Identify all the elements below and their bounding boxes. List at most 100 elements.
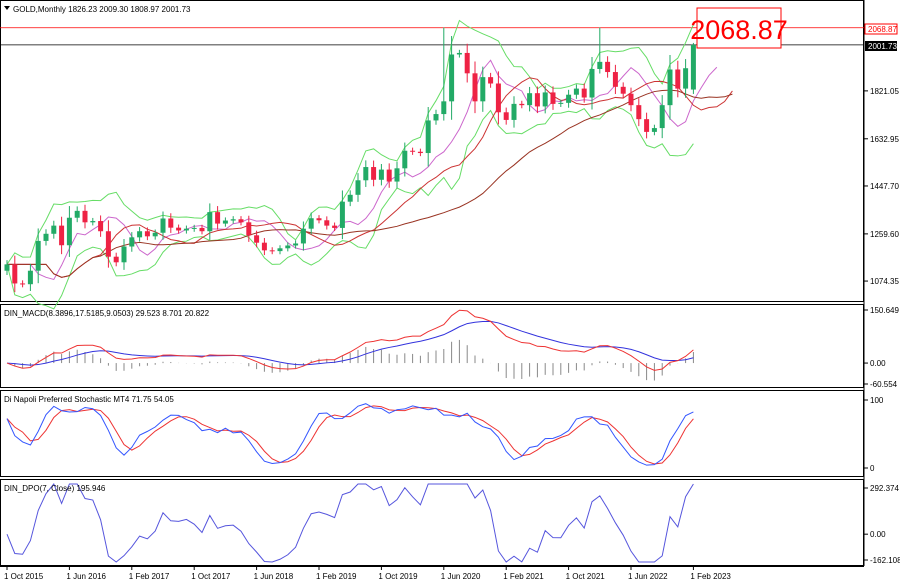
candle-body [4,264,10,271]
x-tick-label: 1 Oct 2015 [4,572,44,581]
candle-body [425,120,431,154]
candle-body [488,77,494,84]
candle-body [386,169,392,182]
candle-body [51,225,57,234]
candle-body [332,225,338,228]
macd-main-line [6,309,694,371]
x-tick-label: 1 Jun 2016 [66,572,106,581]
candle-body [152,232,158,237]
price-y-tick-label: 1821.05 [870,87,899,96]
candle-body [230,219,236,221]
close-price-tag [865,41,897,51]
candle-body [285,245,291,249]
candle-body [144,231,150,237]
candle-body [74,210,80,218]
x-tick-label: 1 Jun 2020 [441,572,481,581]
candle-body [472,73,478,102]
candle-body [558,102,564,104]
candle-body [90,221,96,223]
dpo-line [6,483,694,563]
ma-7x5-line [7,77,733,278]
price-y-tick-label: 1074.35 [870,277,899,286]
candle-body [269,250,275,252]
candle-body [511,103,517,120]
candle-body [176,227,182,231]
dpo-y-tick-label: 0.00 [870,530,886,539]
candle-body [651,128,657,132]
dpo-panel[interactable] [0,479,864,566]
candle-body [644,119,650,132]
price-y-tick-label: 1259.60 [870,230,899,239]
x-tick-label: 1 Oct 2017 [191,572,231,581]
candle-body [66,217,72,246]
candle-body [215,212,221,224]
candle-body [449,54,455,102]
candle-body [628,93,634,106]
candle-body [347,194,353,202]
candle-body [597,61,603,69]
candle-body [160,218,166,233]
candle-body [589,68,595,98]
candle-body [659,105,665,129]
candle-body [105,231,111,257]
candle-body [277,248,283,252]
candle-body [254,235,260,243]
stoch-d-line [6,405,694,465]
candle-body [27,270,33,285]
candle-body [308,218,314,229]
candle-body [246,222,252,236]
candle-body [441,101,447,115]
candle-body [417,151,423,154]
macd-signal-line [6,320,694,366]
candle-body [480,77,486,102]
candle-body [35,240,41,271]
macd-y-tick-label: 0.00 [870,359,886,368]
candle-body [121,246,127,263]
candle-body [573,88,579,95]
dropdown-triangle-icon[interactable] [4,6,10,10]
candle-body [581,88,587,98]
candle-body [566,94,572,103]
ma-3x3-line [7,59,718,281]
x-tick-label: 1 Feb 2023 [690,572,731,581]
candle-body [675,69,681,89]
candle-body [300,228,306,244]
x-tick-label: 1 Feb 2017 [129,572,170,581]
candle-body [261,242,267,251]
candle-body [519,103,525,106]
candle-body [137,231,143,238]
candle-body [355,180,361,195]
candle-body [222,220,228,224]
x-tick-label: 1 Oct 2021 [566,572,606,581]
candle-body [371,167,377,180]
candle-body [690,44,696,90]
candle-body [394,168,400,182]
candle-body [620,86,626,94]
candle-body [464,52,470,74]
macd-y-tick-label: -60.554 [870,380,898,389]
candle-body [191,227,197,229]
candle-body [293,243,299,246]
candle-body [378,169,384,180]
candle-body [683,68,689,89]
candle-body [402,150,408,169]
candle-body [199,227,205,232]
candle-body [98,221,104,232]
candle-body [527,93,533,106]
price-y-tick-label: 1632.95 [870,135,899,144]
candle-body [183,228,189,231]
envelope-upper [6,19,694,265]
candle-body [636,105,642,120]
x-tick-label: 1 Feb 2021 [503,572,544,581]
candle-body [207,212,213,232]
stoch-k-line [6,403,694,466]
candle-body [550,92,556,104]
stoch-y-tick-label: 0 [870,464,875,473]
high-price-label: 2068.87 [690,15,788,45]
candle-body [456,52,462,55]
high-price-box [696,7,782,49]
candle-body [339,201,345,228]
symbol-title: GOLD,Monthly 1826.23 2009.30 1808.97 200… [13,5,191,14]
